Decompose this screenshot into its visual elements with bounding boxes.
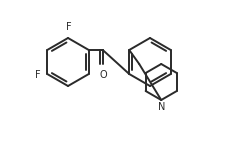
Text: F: F [66, 22, 72, 32]
Text: O: O [100, 70, 108, 80]
Text: N: N [157, 102, 165, 112]
Text: F: F [35, 70, 40, 80]
